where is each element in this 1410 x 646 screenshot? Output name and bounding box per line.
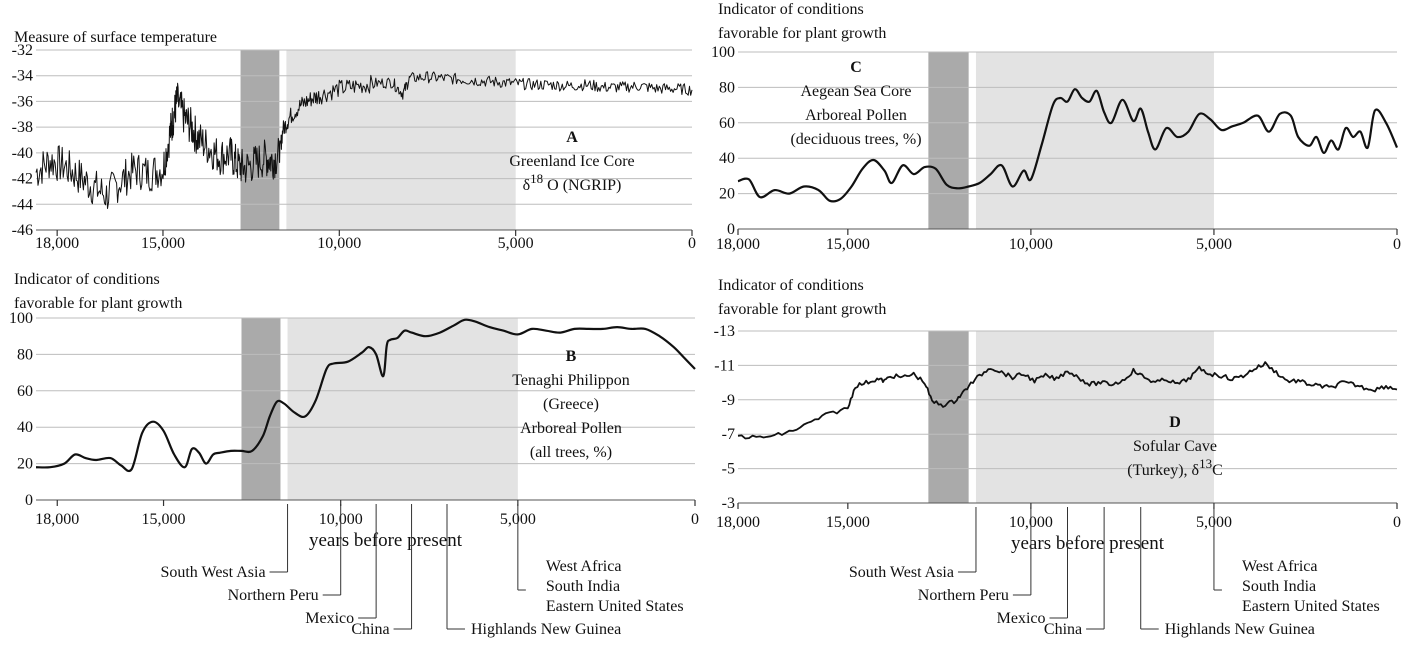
y-tick-label: -5 bbox=[722, 461, 735, 478]
y-tick-label: -7 bbox=[722, 426, 735, 443]
x-tick-label: 15,000 bbox=[826, 514, 870, 531]
event-label: China bbox=[351, 621, 389, 638]
event-label: West Africa bbox=[1242, 558, 1318, 575]
annotation-line: (all trees, %) bbox=[530, 444, 612, 461]
y-tick-label: 0 bbox=[25, 492, 33, 509]
holocene-band bbox=[975, 331, 1214, 503]
annotation-line: Tenaghi Philippon bbox=[512, 372, 630, 389]
x-tick-label: 15,000 bbox=[826, 236, 870, 253]
y-tick-label: 100 bbox=[9, 310, 33, 327]
y-axis-label: favorable for plant growth bbox=[718, 25, 886, 42]
annotation-line: Sofular Cave bbox=[1133, 438, 1217, 455]
x-tick-label: 0 bbox=[691, 511, 699, 528]
x-tick-label: 0 bbox=[1393, 236, 1401, 253]
holocene-band bbox=[286, 50, 516, 230]
series-line bbox=[35, 318, 696, 473]
x-tick-label: 0 bbox=[688, 235, 696, 252]
series-line bbox=[737, 361, 1398, 440]
series-line bbox=[35, 71, 693, 209]
x-tick-label: 18,000 bbox=[716, 514, 760, 531]
x-axis-label: years before present bbox=[1011, 533, 1165, 554]
panel-letter: C bbox=[850, 59, 862, 76]
holocene-band bbox=[975, 52, 1214, 229]
event-label: West Africa bbox=[546, 558, 622, 575]
x-tick-label: 15,000 bbox=[142, 511, 186, 528]
event-label: Highlands New Guinea bbox=[471, 621, 621, 638]
y-tick-label: -44 bbox=[12, 196, 33, 213]
annotation-isotope: (Turkey), δ13C bbox=[1127, 456, 1223, 479]
y-axis-label: favorable for plant growth bbox=[718, 301, 886, 318]
y-axis-label: Indicator of conditions bbox=[14, 271, 160, 288]
x-axis-label: years before present bbox=[309, 530, 463, 551]
x-tick-label: 5,000 bbox=[498, 235, 534, 252]
x-tick-label: 10,000 bbox=[317, 235, 361, 252]
x-tick-label: 18,000 bbox=[35, 235, 79, 252]
annotation-line: Greenland Ice Core bbox=[509, 153, 634, 170]
younger-dryas-band bbox=[928, 331, 969, 503]
y-tick-label: -42 bbox=[12, 171, 33, 188]
panel-letter: D bbox=[1169, 414, 1181, 431]
y-tick-label: -3 bbox=[722, 495, 735, 512]
younger-dryas-band bbox=[241, 318, 281, 500]
event-label: Northern Peru bbox=[918, 587, 1009, 604]
panel-d: -13-11-9-7-5-318,000 15,000 10,000 5,000 0In… bbox=[714, 277, 1401, 638]
x-tick-label: 15,000 bbox=[141, 235, 185, 252]
annotation-line: Aegean Sea Core bbox=[800, 83, 911, 100]
event-label: Highlands New Guinea bbox=[1165, 621, 1315, 638]
y-axis-label: Indicator of conditions bbox=[718, 1, 864, 18]
annotation-line: (Greece) bbox=[543, 396, 599, 413]
y-tick-label: 20 bbox=[719, 186, 735, 203]
annotation-isotope: δ18 O (NGRIP) bbox=[523, 171, 622, 194]
y-tick-label: -34 bbox=[12, 68, 33, 85]
y-tick-label: 60 bbox=[17, 383, 33, 400]
panel-letter: B bbox=[566, 348, 577, 365]
y-axis-label: Indicator of conditions bbox=[718, 277, 864, 294]
annotation-line: (deciduous trees, %) bbox=[790, 131, 921, 148]
event-label: South West Asia bbox=[160, 564, 265, 581]
y-tick-label: 80 bbox=[17, 346, 33, 363]
y-tick-label: -32 bbox=[12, 42, 33, 59]
annotation-line: Arboreal Pollen bbox=[805, 107, 907, 124]
x-tick-label: 5,000 bbox=[1196, 236, 1232, 253]
y-tick-label: -40 bbox=[12, 145, 33, 162]
y-tick-label: 100 bbox=[711, 44, 735, 61]
panel-letter: A bbox=[566, 129, 578, 146]
annotation-line: Arboreal Pollen bbox=[520, 420, 622, 437]
y-tick-label: -46 bbox=[12, 222, 33, 239]
y-tick-label: -9 bbox=[722, 392, 735, 409]
event-label: China bbox=[1044, 621, 1082, 638]
holocene-band bbox=[287, 318, 518, 500]
event-label: Eastern United States bbox=[1242, 598, 1380, 615]
y-tick-label: -13 bbox=[714, 323, 735, 340]
x-tick-label: 18,000 bbox=[716, 236, 760, 253]
y-tick-label: 40 bbox=[719, 150, 735, 167]
y-tick-label: 20 bbox=[17, 456, 33, 473]
event-label: South India bbox=[1242, 578, 1316, 595]
y-tick-label: 60 bbox=[719, 115, 735, 132]
x-tick-label: 0 bbox=[1393, 514, 1401, 531]
y-tick-label: -36 bbox=[12, 93, 33, 110]
event-label: Eastern United States bbox=[546, 598, 684, 615]
y-tick-label: -11 bbox=[714, 357, 735, 374]
event-label: South West Asia bbox=[849, 564, 954, 581]
younger-dryas-band bbox=[928, 52, 969, 229]
younger-dryas-band bbox=[240, 50, 280, 230]
y-axis-label: favorable for plant growth bbox=[14, 295, 182, 312]
x-tick-label: 18,000 bbox=[35, 511, 79, 528]
y-tick-label: 0 bbox=[727, 221, 735, 238]
event-label: Northern Peru bbox=[228, 587, 319, 604]
y-tick-label: -38 bbox=[12, 119, 33, 136]
event-label: South India bbox=[546, 578, 620, 595]
y-tick-label: 80 bbox=[719, 79, 735, 96]
event-label: Mexico bbox=[997, 610, 1046, 627]
y-axis-label: Measure of surface temperature bbox=[14, 29, 217, 46]
series-line bbox=[737, 88, 1399, 203]
x-tick-label: 10,000 bbox=[1009, 236, 1053, 253]
y-tick-label: 40 bbox=[17, 419, 33, 436]
event-label: Mexico bbox=[305, 610, 354, 627]
